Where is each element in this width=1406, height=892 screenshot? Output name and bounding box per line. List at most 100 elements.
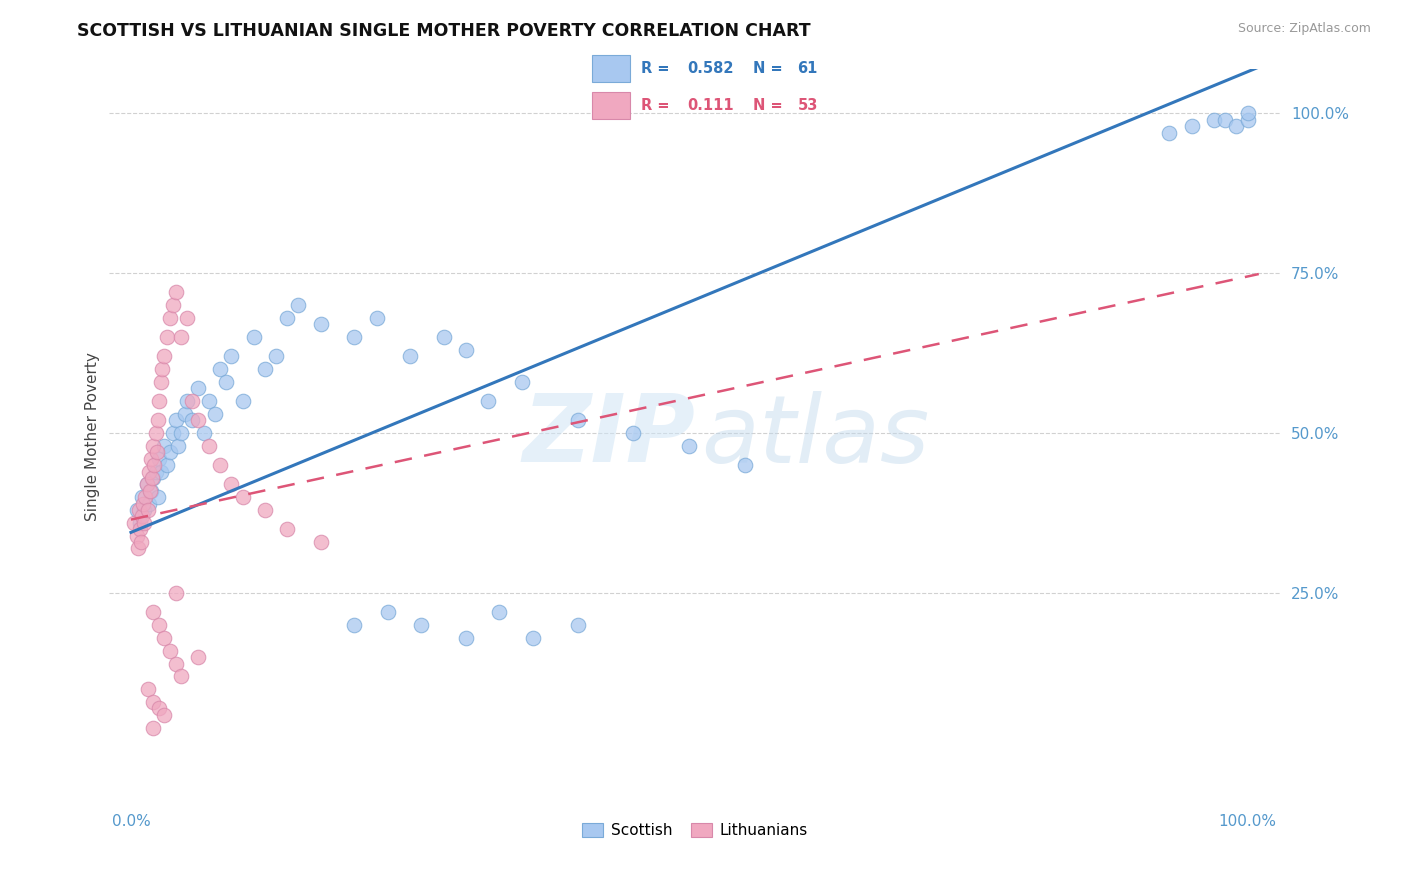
Text: R =: R = <box>641 61 669 76</box>
Point <box>142 695 165 709</box>
Point <box>127 541 149 556</box>
Point <box>243 330 266 344</box>
Point <box>129 535 152 549</box>
Point <box>454 343 477 357</box>
Point <box>170 669 193 683</box>
Legend: Scottish, Lithuanians: Scottish, Lithuanians <box>575 817 814 845</box>
Point <box>287 298 309 312</box>
Point <box>153 707 176 722</box>
Text: SCOTTISH VS LITHUANIAN SINGLE MOTHER POVERTY CORRELATION CHART: SCOTTISH VS LITHUANIAN SINGLE MOTHER POV… <box>77 22 811 40</box>
Point <box>221 350 243 364</box>
Point <box>153 350 176 364</box>
Point <box>170 330 193 344</box>
Point <box>139 451 162 466</box>
Text: R =: R = <box>641 98 669 113</box>
Point <box>143 458 166 473</box>
Text: N =: N = <box>754 98 783 113</box>
Point <box>162 298 184 312</box>
Point <box>159 445 181 459</box>
Point <box>187 381 209 395</box>
Point <box>131 490 153 504</box>
Point <box>198 439 221 453</box>
Point <box>253 362 276 376</box>
Point <box>128 503 150 517</box>
Point <box>454 631 477 645</box>
Point <box>522 631 544 645</box>
Point <box>173 407 195 421</box>
Point <box>132 497 155 511</box>
Text: 61: 61 <box>797 61 818 76</box>
Point <box>343 618 366 632</box>
Point <box>204 407 226 421</box>
Point <box>150 375 173 389</box>
Point <box>399 350 422 364</box>
Point <box>167 439 190 453</box>
Point <box>1236 106 1258 120</box>
Point <box>156 458 179 473</box>
Point <box>142 721 165 735</box>
FancyBboxPatch shape <box>592 54 630 82</box>
Point <box>139 483 162 498</box>
Point <box>181 394 204 409</box>
Text: Source: ZipAtlas.com: Source: ZipAtlas.com <box>1237 22 1371 36</box>
Point <box>176 311 198 326</box>
Point <box>170 426 193 441</box>
Point <box>623 426 645 441</box>
Point <box>145 426 167 441</box>
Point <box>131 509 153 524</box>
Point <box>366 311 388 326</box>
Point <box>187 413 209 427</box>
Point <box>488 606 510 620</box>
Point <box>129 522 152 536</box>
Point <box>125 528 148 542</box>
Point <box>1181 119 1204 133</box>
Point <box>309 318 332 332</box>
Point <box>264 350 287 364</box>
Point <box>734 458 756 473</box>
Point <box>136 682 159 697</box>
Point <box>510 375 533 389</box>
Point <box>153 631 176 645</box>
Point <box>138 497 160 511</box>
Point <box>148 618 170 632</box>
Point <box>153 439 176 453</box>
Point <box>567 413 589 427</box>
Point <box>142 606 165 620</box>
Point <box>135 477 157 491</box>
Point <box>209 458 232 473</box>
Point <box>1213 112 1236 127</box>
Point <box>165 413 187 427</box>
Point <box>1225 119 1247 133</box>
Point <box>124 516 146 530</box>
Point <box>148 701 170 715</box>
Point <box>156 330 179 344</box>
Point <box>145 445 167 459</box>
Point <box>181 413 204 427</box>
Point <box>209 362 232 376</box>
Point <box>150 465 173 479</box>
Point <box>134 516 156 530</box>
Point <box>145 465 167 479</box>
Point <box>276 311 298 326</box>
Point <box>567 618 589 632</box>
Point <box>148 451 170 466</box>
Point <box>165 586 187 600</box>
Point <box>165 285 187 300</box>
Text: N =: N = <box>754 61 783 76</box>
Point <box>159 644 181 658</box>
Text: ZIP: ZIP <box>522 391 695 483</box>
Point <box>139 483 162 498</box>
Point <box>142 439 165 453</box>
Text: atlas: atlas <box>700 391 929 482</box>
Text: 0.111: 0.111 <box>688 98 734 113</box>
Point <box>159 311 181 326</box>
Point <box>134 490 156 504</box>
Point <box>678 439 700 453</box>
Point <box>141 471 163 485</box>
Point <box>129 516 152 530</box>
Point <box>221 477 243 491</box>
Point <box>411 618 433 632</box>
Point <box>135 477 157 491</box>
Point <box>176 394 198 409</box>
Point <box>309 535 332 549</box>
